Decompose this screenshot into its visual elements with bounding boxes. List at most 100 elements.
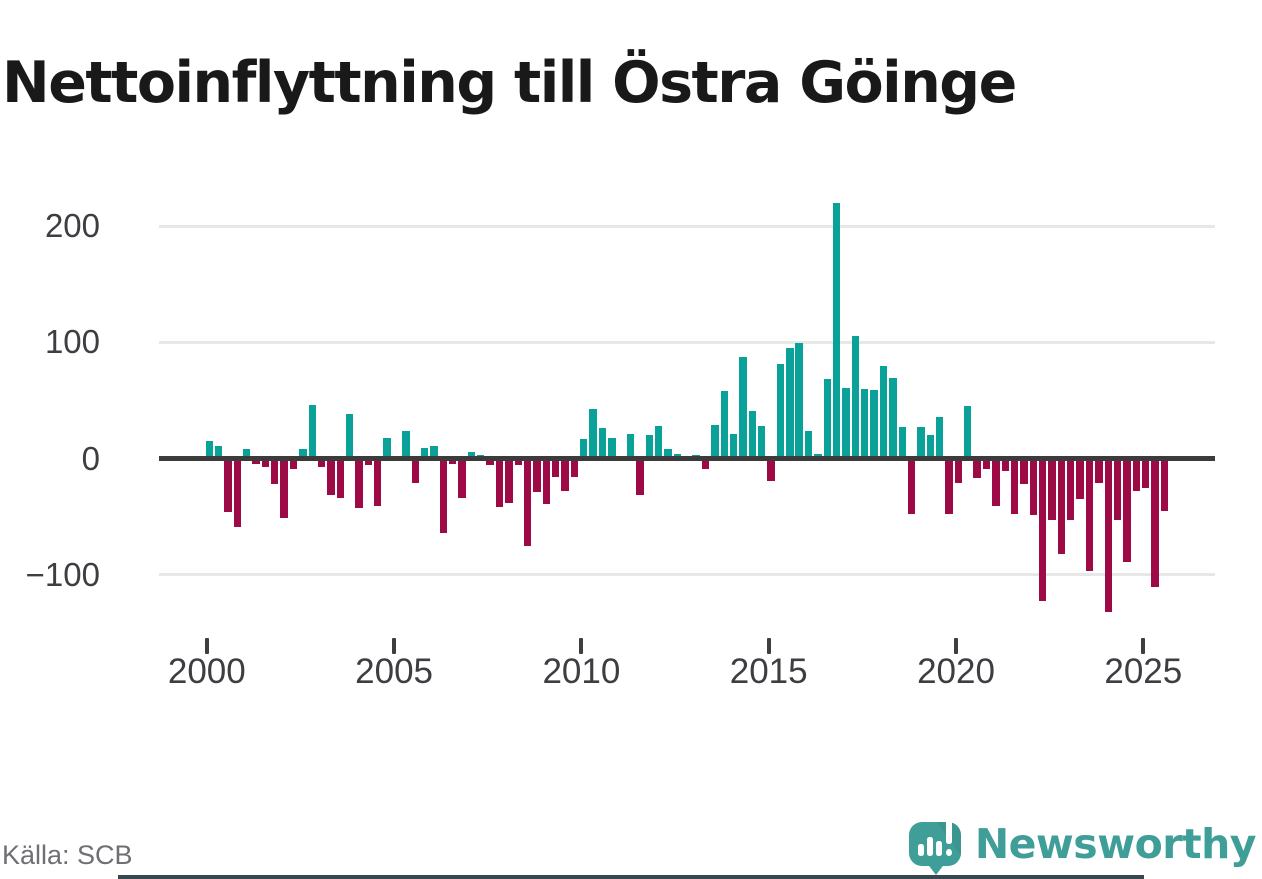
- bar-2001-q1: [242, 449, 251, 459]
- bar-2020-q2: [964, 406, 972, 459]
- x-axis-tick-label: 2025: [1104, 652, 1183, 691]
- bar-2017-q4: [870, 389, 878, 459]
- bar-2011-q2: [626, 434, 635, 459]
- bar-2000-q1: [205, 441, 213, 459]
- bar-2019-q2: [926, 435, 934, 459]
- bar-2004-q3: [374, 458, 382, 507]
- bar-2000-q2: [214, 445, 223, 459]
- brand-name: Newsworthy: [974, 820, 1257, 868]
- bar-2023-q4: [1095, 458, 1103, 483]
- bar-2013-q4: [720, 391, 728, 459]
- y-axis-tick-label: 0: [81, 439, 100, 477]
- bar-2025-q2: [1151, 458, 1159, 588]
- bar-2015-q4: [795, 343, 803, 459]
- x-axis-tick-2020: [954, 638, 958, 654]
- x-axis-tick-2010: [579, 638, 584, 654]
- bar-2021-q2: [1001, 458, 1009, 472]
- bar-2002-q3: [299, 449, 307, 459]
- bar-2005-q2: [402, 430, 410, 459]
- bar-2008-q3: [523, 458, 532, 546]
- bar-2014-q4: [758, 425, 766, 459]
- bar-2010-q1: [580, 438, 588, 459]
- bar-2024-q2: [1113, 458, 1122, 521]
- bar-2022-q2: [1038, 458, 1047, 602]
- gridline-y-100: [159, 340, 1215, 344]
- bar-2015-q3: [786, 348, 794, 459]
- bar-2012-q2: [664, 449, 672, 459]
- bar-2010-q3: [598, 428, 607, 459]
- x-axis-tick-label: 2000: [167, 652, 246, 691]
- bar-2001-q4: [271, 458, 279, 485]
- x-axis-tick-label: 2010: [542, 652, 621, 691]
- logo-exclamation-dot: [945, 849, 952, 856]
- bar-2014-q2: [739, 357, 747, 459]
- bar-2009-q2: [552, 458, 560, 478]
- y-axis-tick-label: 200: [44, 207, 100, 245]
- bar-2018-q1: [879, 365, 888, 459]
- y-axis-tick-label: 100: [44, 323, 100, 361]
- bar-2016-q3: [823, 379, 831, 459]
- bar-2006-q1: [430, 445, 438, 459]
- bar-2013-q2: [701, 458, 710, 469]
- newsworthy-speech-bubble-chart-icon: [908, 816, 961, 875]
- x-axis-tick-2025: [1141, 638, 1146, 654]
- bar-2020-q3: [973, 458, 981, 479]
- x-axis-tick-label: 2020: [917, 652, 995, 691]
- x-axis-tick-label: 2015: [729, 652, 808, 691]
- bar-2017-q3: [861, 388, 869, 459]
- bar-2006-q2: [439, 458, 448, 533]
- bar-2017-q2: [851, 336, 860, 459]
- bar-2002-q4: [308, 405, 316, 459]
- bar-2010-q4: [608, 437, 616, 459]
- bar-2005-q4: [420, 448, 429, 459]
- bar-2001-q2: [252, 458, 260, 465]
- bar-2001-q3: [261, 458, 270, 467]
- bar-2021-q4: [1020, 458, 1028, 485]
- chart-title: Nettoinflyttning till Östra Göinge: [2, 50, 1017, 117]
- bar-2004-q4: [383, 437, 391, 459]
- brand-logo: Newsworthy: [908, 814, 1257, 875]
- bar-2009-q1: [542, 458, 551, 504]
- bar-2010-q2: [589, 408, 597, 459]
- bar-2025-q3: [1160, 458, 1169, 511]
- bar-2018-q2: [889, 378, 897, 459]
- bar-2007-q1: [467, 451, 476, 459]
- bar-2022-q3: [1048, 458, 1056, 521]
- logo-bar-tall: [926, 837, 933, 856]
- bar-2023-q2: [1076, 458, 1084, 500]
- bar-2008-q1: [505, 458, 513, 503]
- x-axis-tick-2005: [392, 638, 397, 654]
- bar-2024-q4: [1132, 458, 1141, 492]
- bar-2015-q1: [767, 458, 775, 481]
- bar-2017-q1: [842, 387, 850, 459]
- bar-2014-q3: [748, 410, 757, 459]
- logo-bar-medium: [935, 841, 942, 856]
- logo-bubble-tail: [925, 862, 946, 875]
- bottom-edge-strip: [118, 875, 1144, 879]
- bar-2018-q4: [907, 458, 916, 515]
- bar-2011-q4: [645, 435, 654, 459]
- bar-2021-q1: [992, 458, 1000, 507]
- bar-2018-q3: [898, 427, 906, 459]
- bar-2007-q3: [486, 458, 494, 466]
- bar-2019-q3: [935, 416, 944, 459]
- logo-exclamation-bar: [945, 816, 952, 844]
- bar-2021-q3: [1010, 458, 1019, 515]
- bar-2009-q4: [570, 458, 579, 478]
- logo-bar-small: [917, 844, 924, 856]
- gridline-y--100: [159, 573, 1215, 577]
- bar-2020-q1: [954, 458, 963, 483]
- bar-2003-q4: [345, 414, 354, 459]
- bar-2016-q1: [804, 430, 813, 459]
- bar-2006-q3: [448, 458, 457, 465]
- x-axis-tick-2000: [204, 638, 209, 654]
- bar-2000-q4: [233, 458, 241, 528]
- bar-2023-q1: [1067, 458, 1075, 521]
- bar-2009-q3: [561, 458, 569, 492]
- bar-2024-q3: [1123, 458, 1131, 562]
- bar-2008-q2: [514, 458, 522, 466]
- bar-2004-q1: [355, 458, 363, 509]
- bar-2013-q3: [711, 424, 719, 459]
- bar-2014-q1: [729, 434, 738, 459]
